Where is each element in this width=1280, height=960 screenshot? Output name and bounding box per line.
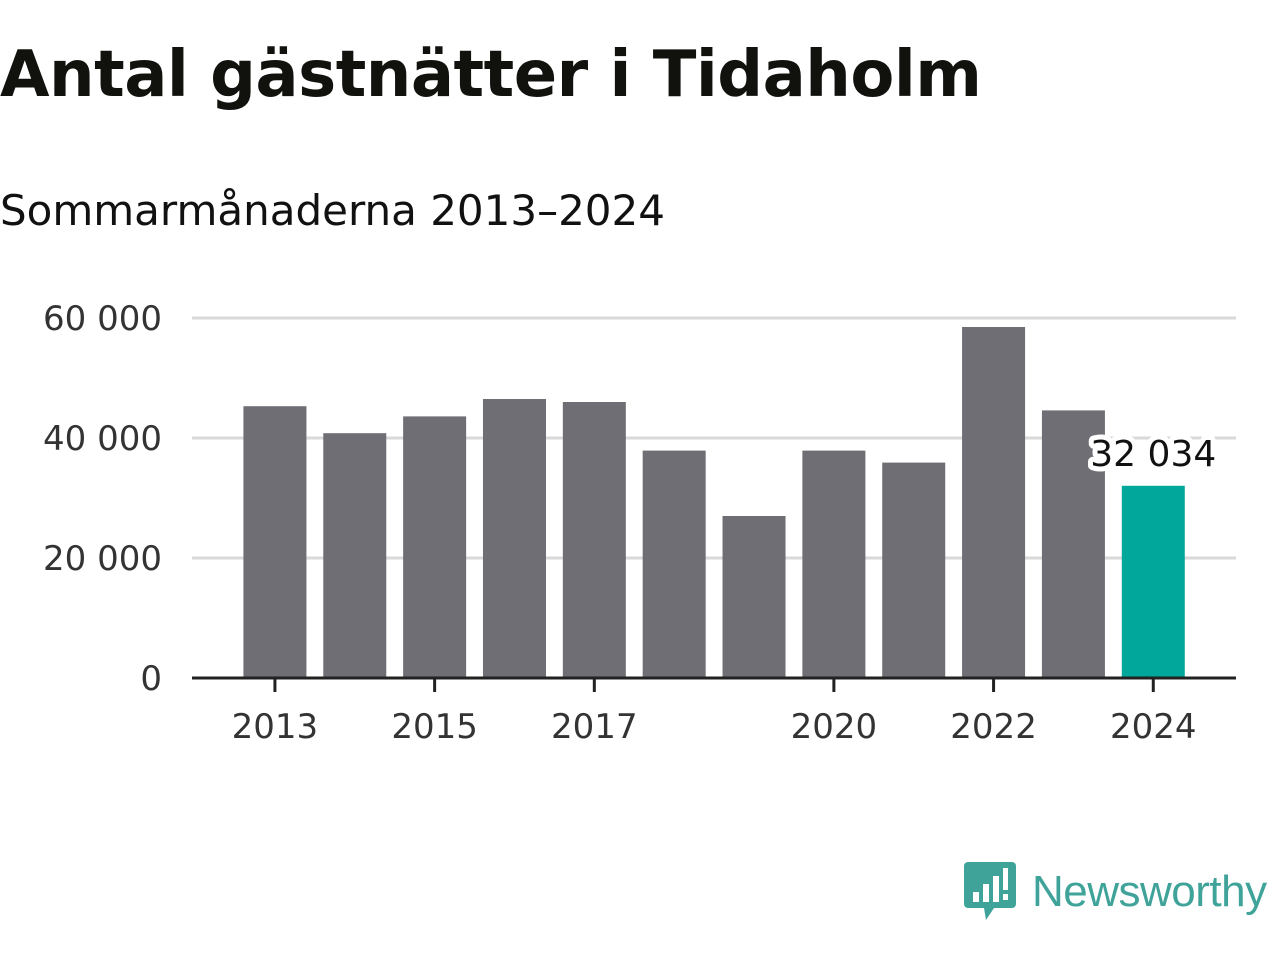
bar	[562, 402, 626, 678]
bar	[1121, 485, 1185, 678]
bar	[882, 462, 946, 678]
newsworthy-logo: Newsworthy	[964, 862, 1267, 922]
data-labels: 32 034	[1085, 429, 1221, 480]
x-tick-label: 2020	[791, 707, 878, 747]
bar	[323, 433, 387, 678]
bars	[243, 327, 1185, 678]
chart-title: Antal gästnätter i Tidaholm	[0, 38, 982, 112]
y-tick-label: 40 000	[43, 419, 162, 459]
x-tick-label: 2013	[232, 707, 319, 747]
brand-name: Newsworthy	[1032, 867, 1267, 916]
x-axis-ticks: 2013 2015 2017 2020 2022 2024	[232, 678, 1197, 747]
bar	[722, 516, 786, 678]
bar	[403, 416, 467, 678]
x-tick-label: 2015	[391, 707, 478, 747]
bar	[802, 450, 866, 678]
y-tick-label: 20 000	[43, 539, 162, 579]
bar	[962, 327, 1026, 678]
bar	[243, 406, 307, 678]
y-tick-label: 0	[140, 659, 162, 699]
x-tick-label: 2017	[551, 707, 638, 747]
bar	[482, 399, 546, 678]
y-tick-label: 60 000	[43, 299, 162, 339]
data-label: 32 034	[1090, 434, 1216, 475]
bar	[642, 450, 706, 678]
bar	[1041, 410, 1105, 678]
y-axis-ticks: 0 20 000 40 000 60 000	[43, 299, 162, 699]
newsworthy-logo-icon	[964, 862, 1016, 920]
x-tick-label: 2024	[1110, 707, 1197, 747]
x-tick-label: 2022	[950, 707, 1037, 747]
chart-subtitle: Sommarmånaderna 2013–2024	[0, 186, 665, 235]
